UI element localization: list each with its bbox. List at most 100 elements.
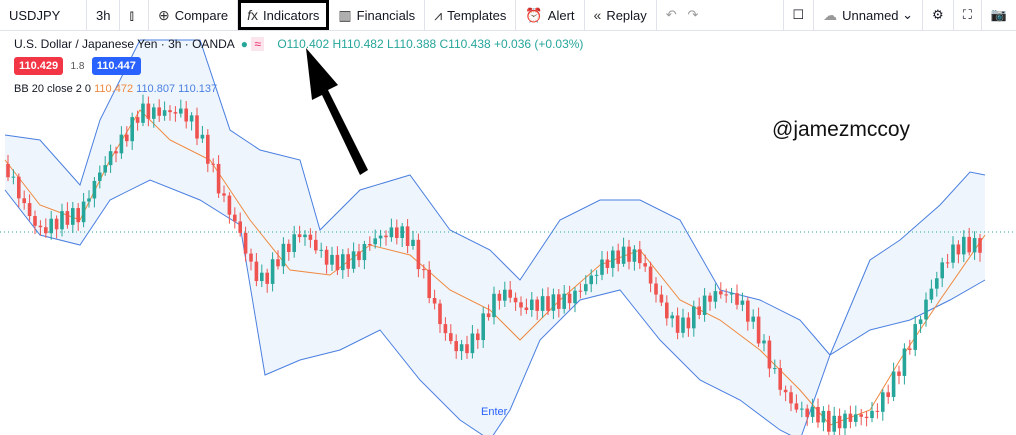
templates[interactable]: ⩘ Templates: [425, 0, 517, 30]
candle-body: [17, 176, 21, 199]
entry-marker: Enter: [481, 406, 508, 418]
candle-body: [211, 163, 215, 165]
undo-redo[interactable]: ↶ ↷: [665, 7, 699, 22]
candle-body: [324, 249, 329, 265]
candle-body: [481, 313, 485, 341]
candle-body: [476, 333, 480, 341]
candle-body: [38, 225, 43, 228]
alert[interactable]: ⏰ Alert: [516, 0, 585, 30]
candle-body: [827, 410, 831, 432]
sell-button[interactable]: 110.429: [14, 57, 64, 75]
candle-body: [405, 226, 410, 246]
candle-body: [351, 251, 356, 269]
candle-body: [875, 410, 880, 412]
candle-body: [864, 416, 869, 419]
financials[interactable]: ▥ Financials: [329, 0, 426, 30]
checkbox[interactable]: ☐: [782, 0, 815, 30]
candle-body: [648, 266, 653, 284]
candle-body: [805, 408, 809, 417]
buy-button[interactable]: 110.447: [91, 57, 141, 75]
candle-body: [119, 134, 124, 154]
candle-body: [87, 198, 91, 202]
candle-body: [49, 218, 53, 234]
candle-body: [627, 246, 631, 262]
candle-body: [767, 340, 772, 369]
candle-body: [449, 333, 453, 342]
candle-body: [751, 316, 755, 322]
candle-body: [22, 198, 26, 204]
candle-body: [978, 238, 982, 253]
candle-body: [967, 236, 971, 253]
snapshot[interactable]: 📷: [990, 7, 1007, 22]
candle-body: [33, 216, 37, 226]
candle-body: [103, 165, 107, 173]
candle-body: [135, 117, 140, 123]
settings[interactable]: ⚙: [923, 0, 954, 30]
candle-body: [335, 254, 340, 271]
candle-body: [535, 299, 539, 311]
compare[interactable]: ⊕ Compare: [149, 0, 239, 30]
candle-body: [227, 195, 232, 215]
indicator-name: BB 20 close 2 0: [14, 83, 92, 95]
candle-body: [81, 201, 86, 223]
candle-body: [389, 227, 394, 238]
candle-body: [611, 250, 615, 268]
candle-body: [881, 392, 885, 412]
alert-label: Alert: [547, 7, 575, 23]
candle-body: [621, 246, 626, 264]
candle-body: [497, 293, 502, 301]
candle-body: [897, 371, 901, 376]
candle-body: [76, 208, 80, 223]
symbol[interactable]: USDJPY: [0, 0, 87, 30]
candle-body: [44, 227, 48, 234]
candle-body: [486, 313, 491, 318]
chart-type[interactable]: ⫾: [120, 0, 149, 30]
candle-body: [400, 226, 404, 238]
fullscreen[interactable]: ⛶: [954, 0, 982, 30]
candle-body: [956, 244, 961, 255]
candle-body: [6, 163, 10, 178]
candle-body: [65, 211, 70, 225]
candle-body: [643, 263, 647, 267]
candle-body: [432, 298, 437, 304]
candle-body: [594, 274, 599, 276]
candle-body: [330, 254, 334, 265]
candle-body: [681, 317, 685, 333]
candle-body: [173, 112, 178, 114]
candle-body: [233, 214, 237, 222]
candle-body: [562, 293, 566, 309]
interval[interactable]: 3h: [87, 0, 121, 30]
candle-body: [632, 249, 637, 262]
candle-body: [800, 408, 804, 410]
candle-body: [162, 110, 167, 116]
replay[interactable]: «Replay: [585, 0, 657, 30]
candle-body: [287, 243, 291, 252]
candle-body: [913, 324, 917, 350]
candle-body: [319, 249, 323, 251]
layout[interactable]: ☁ Unnamed ⌄: [814, 0, 924, 30]
candle-body: [411, 239, 415, 246]
arrow: [306, 48, 368, 175]
candle-body: [773, 368, 777, 370]
candle-body: [308, 234, 313, 240]
candle-body: [524, 307, 529, 310]
change: +0.036 (+0.03%): [494, 37, 584, 51]
candle-body: [929, 288, 934, 300]
candle-body: [557, 294, 561, 309]
candle-body: [378, 235, 383, 239]
candle-body: [216, 163, 221, 194]
candle-body: [891, 371, 896, 397]
legend: U.S. Dollar / Japanese Yen · 3h · OANDA …: [14, 37, 584, 95]
candle-body: [519, 302, 523, 308]
indicators[interactable]: fx Indicators: [238, 0, 330, 30]
candle-body: [697, 306, 701, 315]
candle-body: [459, 344, 464, 352]
candle-body: [108, 151, 113, 166]
candle-body: [373, 238, 377, 245]
candle-body: [130, 117, 134, 142]
candle-body: [616, 250, 620, 264]
candle-body: [465, 344, 469, 354]
candle-body: [551, 294, 556, 311]
candle-body: [27, 203, 32, 217]
